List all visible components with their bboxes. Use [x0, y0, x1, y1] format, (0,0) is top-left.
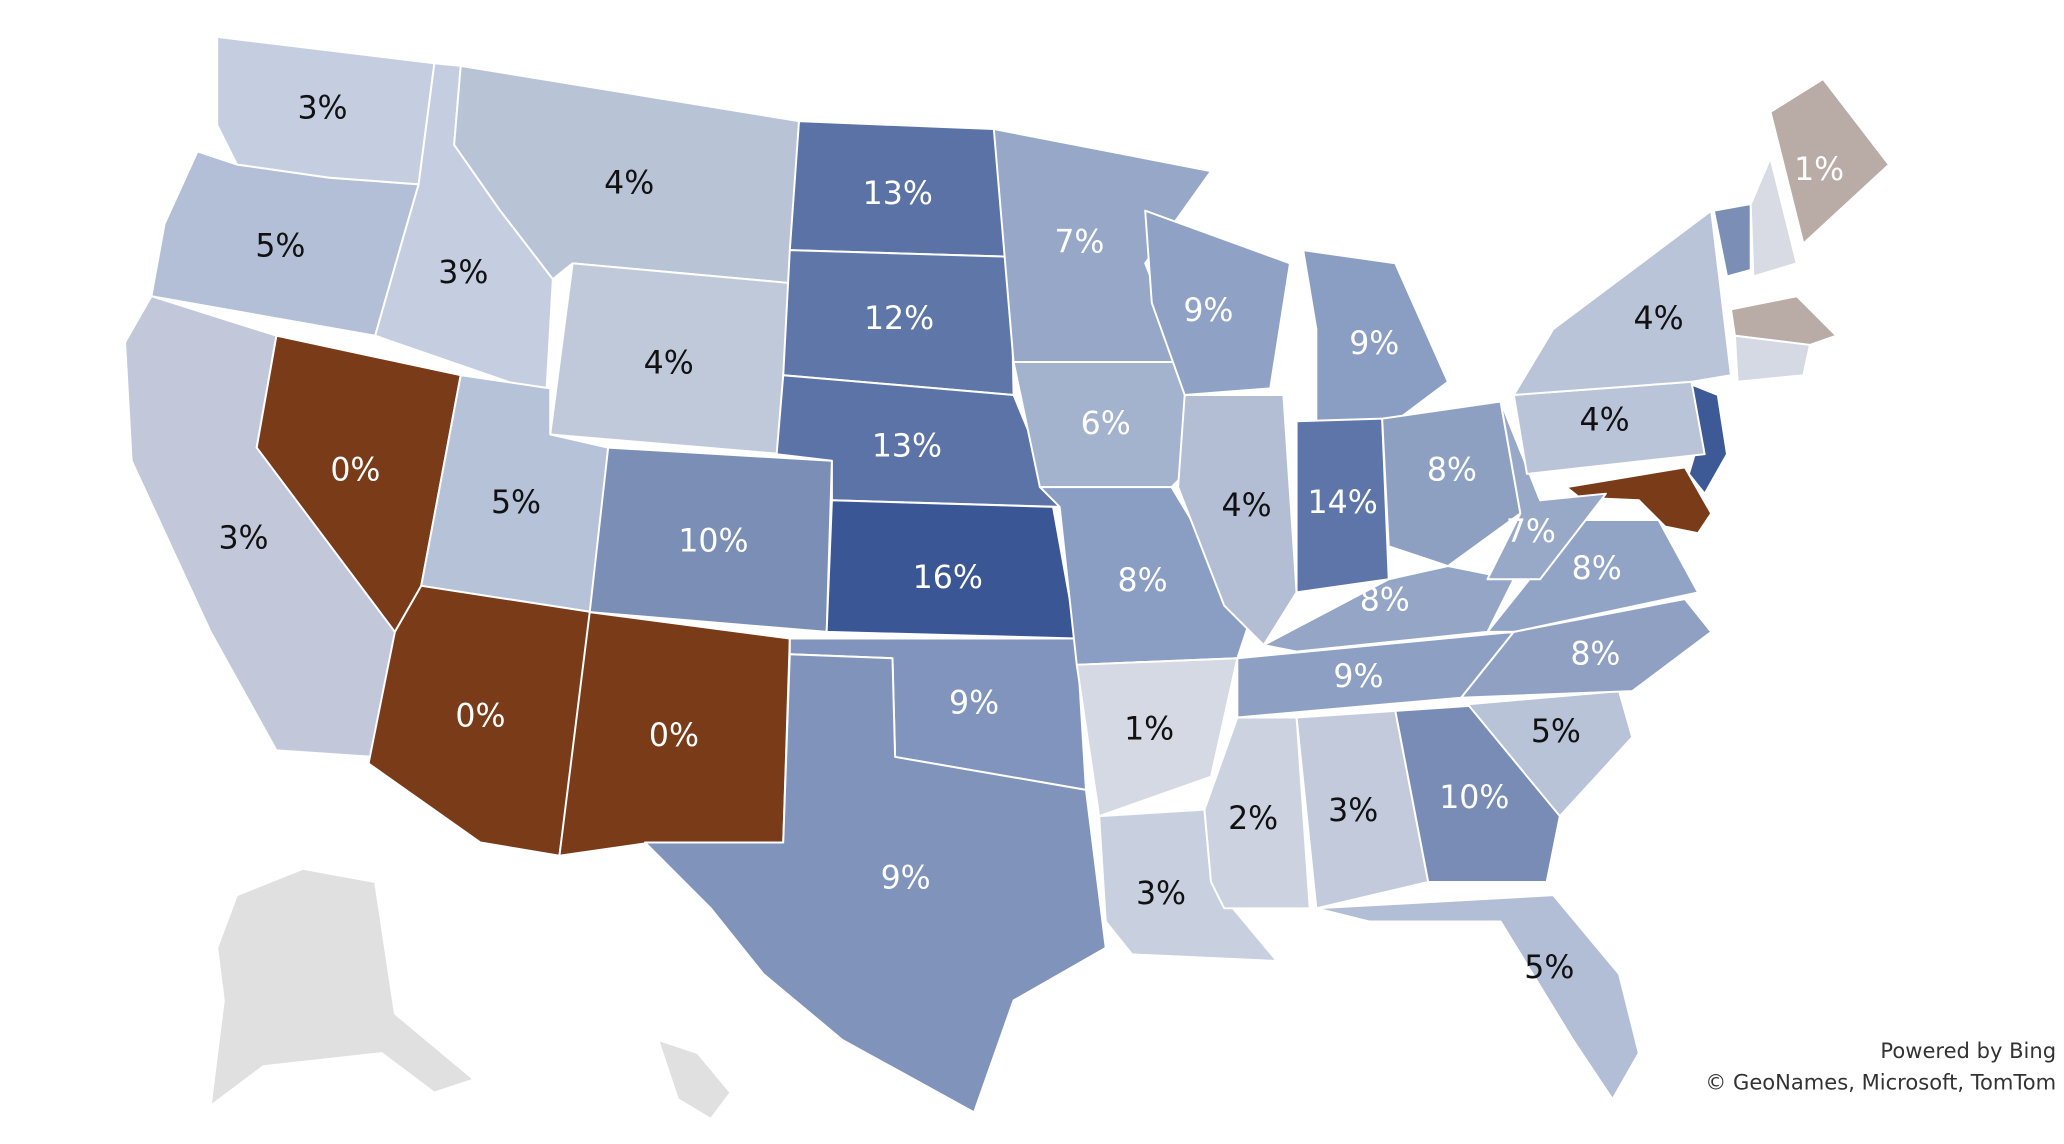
region-label: 2% — [1228, 801, 1278, 837]
region — [1075, 657, 1239, 818]
region-label: 3% — [1136, 876, 1186, 912]
region-label: 9% — [1333, 659, 1383, 695]
region-label: 10% — [678, 523, 748, 559]
region — [1466, 690, 1634, 818]
region — [1381, 400, 1522, 568]
region-label: 8% — [1427, 452, 1477, 488]
attribution-line: Powered by Bing — [1880, 1038, 2056, 1063]
region-label: 9% — [949, 685, 999, 721]
regions — [124, 35, 1890, 1114]
region-label: 13% — [872, 429, 942, 465]
region-label: 9% — [1183, 293, 1233, 329]
region — [1769, 78, 1890, 245]
region-label: 0% — [455, 698, 505, 734]
region-label: 4% — [604, 165, 654, 201]
region-label: 1% — [1124, 712, 1174, 748]
region — [1460, 597, 1713, 699]
region-label: 5% — [255, 229, 305, 265]
region — [1486, 400, 1607, 581]
region-label: 14% — [1308, 485, 1378, 521]
region-label: 7% — [1054, 225, 1104, 261]
region-label: 13% — [863, 176, 933, 212]
region — [1315, 894, 1640, 1101]
region-label: 0% — [330, 452, 380, 488]
region-label: 8% — [1360, 583, 1410, 619]
region-label: 3% — [297, 90, 347, 126]
region-label: 9% — [1349, 326, 1399, 362]
background-shapes — [209, 157, 1838, 1120]
region-label: 3% — [438, 255, 488, 291]
region-label: 5% — [1531, 714, 1581, 750]
region-label: 4% — [1580, 402, 1630, 438]
hawaii — [657, 1038, 732, 1120]
region-label: 3% — [1328, 793, 1378, 829]
region — [1144, 209, 1291, 396]
region-label: 9% — [881, 860, 931, 896]
region-label: 8% — [1118, 563, 1168, 599]
region-label: 3% — [218, 521, 268, 557]
region-label: 10% — [1439, 780, 1509, 816]
connecticut-rhode-island — [1733, 334, 1811, 383]
region-label: 5% — [491, 485, 541, 521]
region-label: 8% — [1572, 551, 1622, 587]
region-label: 4% — [1634, 301, 1684, 337]
vermont — [1712, 203, 1752, 278]
labels: 3% 5% 3% 0% 3% 4% 4% 5% 0% 10% 0% 13% 12% 13% 16% 9% 9% 7… — [218, 90, 1844, 986]
region-label: 0% — [649, 718, 699, 754]
region-label: 12% — [864, 301, 934, 337]
region-label: 4% — [1222, 488, 1272, 524]
region — [1512, 209, 1732, 396]
region-label: 1% — [1794, 152, 1844, 188]
attribution-line: © GeoNames, Microsoft, TomTom — [1705, 1069, 2056, 1094]
region-label: 16% — [913, 560, 983, 596]
region-label: 8% — [1570, 637, 1620, 673]
region-label: 7% — [1506, 514, 1556, 550]
alaska — [209, 867, 475, 1107]
region — [644, 653, 1107, 1114]
region-label: 4% — [644, 346, 694, 382]
region-label: 5% — [1524, 950, 1574, 986]
new-hampshire — [1749, 157, 1798, 278]
region-label: 6% — [1081, 406, 1131, 442]
massachusetts — [1729, 295, 1838, 346]
